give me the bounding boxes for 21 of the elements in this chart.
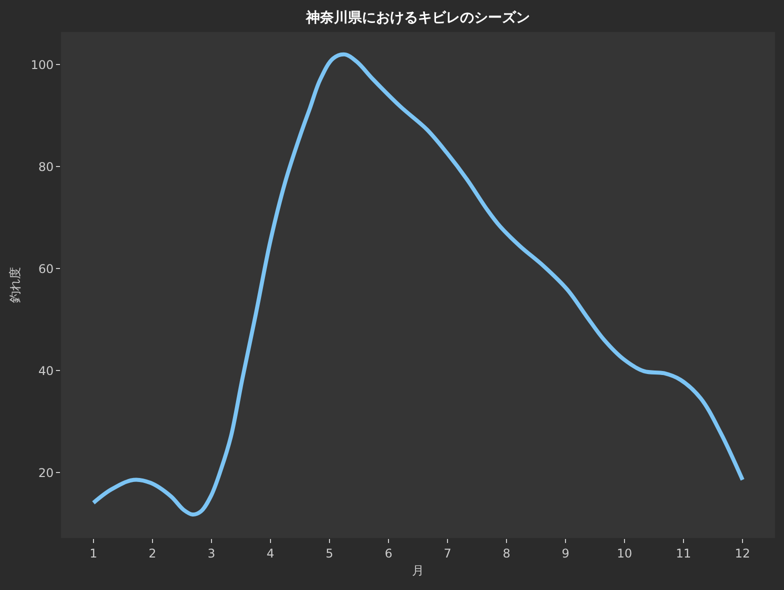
- y-axis-title: 釣れ度: [8, 267, 22, 303]
- x-tick-label: 12: [734, 546, 750, 560]
- y-tick-label: 60: [38, 262, 54, 276]
- y-tick-label: 100: [30, 58, 54, 72]
- x-axis-title: 月: [412, 563, 424, 578]
- x-tick-label: 11: [676, 546, 692, 560]
- x-tick-label: 5: [326, 546, 334, 560]
- x-tick-label: 10: [616, 546, 632, 560]
- x-tick-label: 8: [502, 546, 510, 560]
- x-tick-label: 1: [90, 546, 98, 560]
- y-tick-label: 20: [38, 466, 54, 480]
- x-tick-label: 9: [562, 546, 570, 560]
- x-tick-label: 4: [266, 546, 274, 560]
- x-tick-label: 3: [208, 546, 216, 560]
- y-tick-label: 40: [38, 364, 54, 378]
- x-tick-label: 7: [444, 546, 452, 560]
- line-series: [91, 52, 745, 517]
- x-tick-label: 2: [148, 546, 156, 560]
- x-tick-label: 6: [384, 546, 392, 560]
- chart-title: 神奈川県におけるキビレのシーズン: [305, 8, 530, 26]
- y-tick-label: 80: [38, 160, 54, 174]
